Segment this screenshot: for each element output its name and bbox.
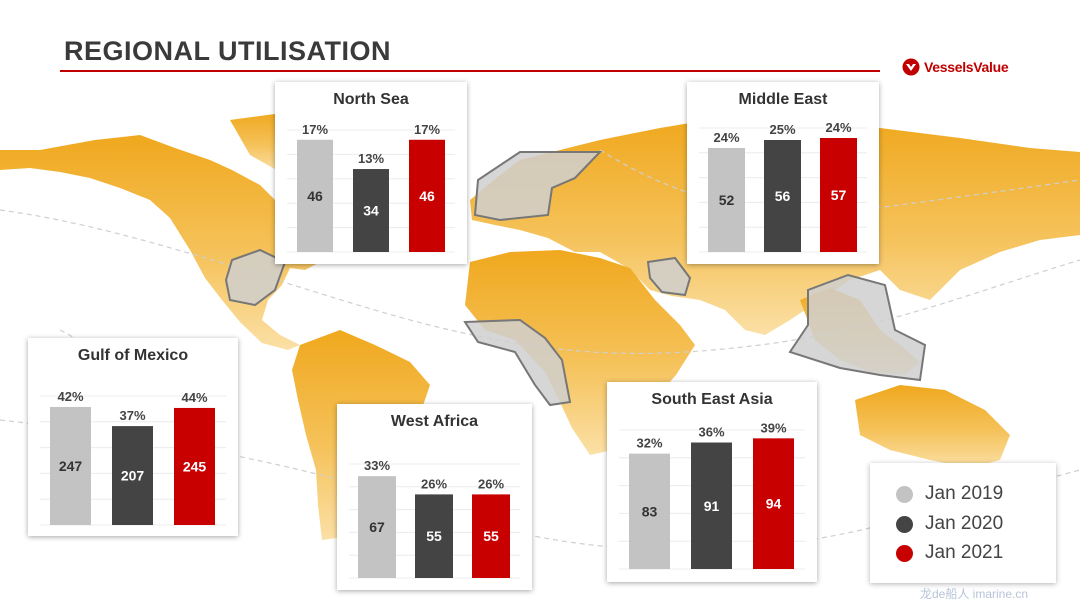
legend-item-jan-2019: Jan 2019	[896, 483, 1003, 505]
bar-percent-label: 32%	[636, 436, 662, 451]
bar-percent-label: 25%	[769, 122, 795, 137]
bar-percent-label: 33%	[364, 458, 390, 473]
watermark: 龙de船人 imarine.cn	[920, 587, 1029, 601]
bar-percent-label: 17%	[414, 122, 440, 137]
bar-value-label: 55	[483, 528, 499, 544]
legend: Jan 2019 Jan 2020 Jan 2021	[870, 463, 1056, 583]
bar-value-label: 46	[307, 188, 323, 204]
bar-value-label: 91	[704, 498, 720, 514]
bar	[174, 407, 215, 525]
bar-percent-label: 26%	[421, 476, 447, 491]
bar-value-label: 46	[419, 188, 435, 204]
bar-value-label: 55	[426, 528, 442, 544]
vesselsvalue-logo-icon	[902, 58, 920, 76]
legend-swatch	[896, 485, 913, 503]
north-sea-region	[473, 151, 603, 222]
bar-percent-label: 44%	[181, 390, 207, 405]
bar-value-label: 67	[369, 519, 385, 535]
middle-east-chart: 52 24% 56 25% 57 24%	[699, 120, 867, 253]
bar	[753, 438, 794, 569]
middle-east-panel: Middle East 52 24% 56 25% 57 24%	[687, 82, 879, 264]
west-africa-region	[463, 318, 572, 407]
panel-title: Middle East	[738, 91, 828, 108]
middle-east-region	[646, 256, 692, 297]
bar	[691, 442, 732, 569]
bar	[409, 139, 445, 252]
bar-percent-label: 24%	[713, 130, 739, 145]
north-sea-panel: North Sea 46 17% 34 13% 46 17%	[275, 82, 467, 264]
legend-swatch	[896, 544, 913, 562]
bar	[472, 494, 510, 578]
legend-item-jan-2020: Jan 2020	[896, 513, 1003, 535]
bar-value-label: 94	[766, 496, 782, 512]
bar	[708, 148, 745, 252]
legend-label: Jan 2021	[925, 542, 1004, 563]
west-africa-panel: West Africa 67 33% 55 26% 55 26%	[337, 404, 532, 590]
bar-percent-label: 42%	[57, 389, 83, 404]
bar-percent-label: 24%	[825, 120, 851, 135]
bar-value-label: 56	[775, 188, 791, 204]
bar-value-label: 57	[831, 187, 847, 203]
bar-value-label: 207	[121, 468, 145, 484]
legend-label: Jan 2019	[925, 483, 1004, 504]
bar-percent-label: 26%	[478, 476, 504, 491]
title-underline	[60, 70, 880, 72]
legend-item-jan-2021: Jan 2021	[896, 542, 1003, 564]
bar-percent-label: 17%	[302, 122, 328, 137]
legend-label: Jan 2020	[925, 513, 1004, 534]
brand-logo: VesselsValue	[902, 58, 1009, 76]
panel-title: South East Asia	[651, 391, 773, 408]
brand-name: VesselsValue	[924, 59, 1009, 75]
bar-value-label: 247	[59, 458, 83, 474]
bar	[50, 406, 91, 525]
gulf-of-mexico-region	[224, 248, 287, 307]
panel-title: Gulf of Mexico	[77, 347, 189, 364]
bar-percent-label: 13%	[358, 151, 384, 166]
south-east-asia-panel: South East Asia 83 32% 91 36% 94 39%	[607, 382, 817, 582]
panel-title: North Sea	[333, 91, 409, 108]
bar	[353, 169, 389, 252]
bar	[764, 140, 801, 252]
bar	[112, 426, 153, 525]
bar-value-label: 52	[719, 192, 735, 208]
bar-value-label: 83	[642, 503, 658, 519]
page-title: REGIONAL UTILISATION	[64, 36, 391, 66]
bar	[358, 476, 396, 578]
bar-percent-label: 36%	[698, 425, 724, 440]
bar-percent-label: 39%	[760, 420, 786, 435]
south-east-asia-region	[788, 273, 927, 382]
highlighted-regions	[224, 151, 927, 407]
bar	[629, 453, 670, 569]
bar-value-label: 34	[363, 203, 379, 219]
bar	[297, 139, 333, 252]
bar-value-label: 245	[183, 458, 207, 474]
bar	[820, 138, 857, 252]
panel-title: West Africa	[390, 413, 479, 430]
bar-percent-label: 37%	[119, 408, 145, 423]
bar	[415, 494, 453, 578]
north-sea-chart: 46 17% 34 13% 46 17%	[287, 122, 455, 253]
gulf-of-mexico-chart: 247 42% 207 37% 245 44%	[40, 389, 226, 526]
south-east-asia-chart: 83 32% 91 36% 94 39%	[619, 420, 805, 570]
west-africa-chart: 67 33% 55 26% 55 26%	[349, 458, 520, 579]
gulf-of-mexico-panel: Gulf of Mexico 247 42% 207 37% 245 44%	[28, 338, 238, 536]
legend-swatch	[896, 515, 913, 533]
